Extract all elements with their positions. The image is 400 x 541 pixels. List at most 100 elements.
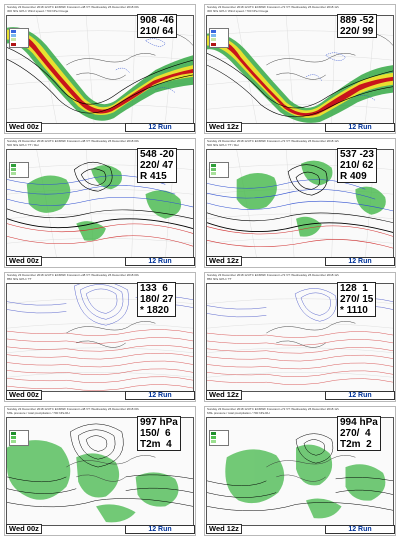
panel-header: Sunday 23 December 2018 12UTC ECMWF Fore… (207, 274, 339, 281)
header-line: Sunday 23 December 2018 12UTC ECMWF Fore… (7, 274, 139, 277)
header-line: Sunday 23 December 2018 12UTC ECMWF Fore… (7, 140, 139, 143)
valid-time-label: Wed 12z (206, 524, 242, 534)
legend-entry (10, 42, 28, 46)
map-legend (209, 162, 229, 178)
panel-header: Sunday 23 December 2018 12UTC ECMWF Fore… (7, 274, 139, 281)
legend-entry (10, 164, 28, 168)
point-values-box: 997 hPa 150/ 6 T2m 4 (137, 416, 181, 451)
run-label: 12 Run (325, 391, 395, 400)
jet-core-band (210, 37, 393, 117)
value-line: 210/ 62 (340, 160, 374, 171)
legend-entry (10, 34, 28, 38)
header-line: 500 hPa GPH / TT / Rel (7, 142, 39, 147)
value-line: 150/ 6 (140, 428, 171, 439)
panel-850hpa-wed-12z: Sunday 23 December 2018 12UTC ECMWF Fore… (204, 272, 396, 402)
value-line: 548 -20 (140, 149, 174, 160)
value-line: T2m 4 (140, 439, 172, 450)
value-line: 994 hPa (340, 417, 378, 428)
value-line: 128 1 (340, 283, 368, 294)
legend-entry (10, 172, 28, 176)
jet-core-band (10, 31, 193, 114)
map-graphic (207, 16, 393, 123)
panel-header: Sunday 23 December 2018 12UTC ECMWF Fore… (207, 6, 339, 13)
valid-time-label: Wed 00z (6, 122, 42, 132)
panel-300hpa-wed-12z: Sunday 23 December 2018 12UTC ECMWF Fore… (204, 4, 396, 134)
forecast-map (6, 417, 194, 526)
cold-isotherms (7, 284, 193, 326)
header-line: Sunday 23 December 2018 12UTC ECMWF Fore… (7, 408, 139, 411)
panel-header: Sunday 23 December 2018 12UTC ECMWF Fore… (7, 408, 139, 415)
run-label: 12 Run (125, 123, 195, 132)
legend-entry (210, 42, 228, 46)
humidity-shading (7, 440, 179, 523)
geopotential-contours (207, 53, 393, 118)
valid-time-label: Wed 00z (6, 390, 42, 400)
legend-entry (210, 172, 228, 176)
header-line: Sunday 23 December 2018 12UTC ECMWF Fore… (207, 140, 339, 143)
coastlines (266, 455, 356, 482)
point-values-box: 548 -20 220/ 47 R 415 (137, 148, 177, 183)
run-label: 12 Run (125, 391, 195, 400)
point-values-box: 133 6 180/ 27 * 1820 (137, 282, 177, 317)
header-line: Sunday 23 December 2018 12UTC ECMWF Fore… (207, 408, 339, 411)
legend-entry (210, 436, 228, 440)
point-values-box: 537 -23 210/ 62 R 409 (337, 148, 377, 183)
value-line: R 409 (340, 171, 367, 182)
point-values-box: 994 hPa 270/ 4 T2m 2 (337, 416, 381, 451)
valid-time-label: Wed 00z (6, 524, 42, 534)
legend-entry (10, 168, 28, 172)
value-line: 537 -23 (340, 149, 374, 160)
panel-header: Sunday 23 December 2018 12UTC ECMWF Fore… (7, 6, 139, 13)
value-line: * 1110 (340, 305, 368, 316)
run-label: 12 Run (325, 257, 395, 266)
panel-500hpa-wed-00z: Sunday 23 December 2018 12UTC ECMWF Fore… (4, 138, 196, 268)
header-line: MSL pressure / total precipitation / 700… (207, 410, 270, 415)
coastlines (266, 321, 356, 348)
legend-entry (210, 38, 228, 42)
map-graphic (7, 423, 193, 523)
cold-isotherms (207, 288, 393, 322)
legend-entry (210, 168, 228, 172)
header-line: 500 hPa GPH / TT / Rel (207, 142, 239, 147)
point-values-box: 908 -46 210/ 64 (137, 14, 177, 38)
legend-entry (210, 30, 228, 34)
map-graphic (207, 150, 393, 257)
value-line: * 1820 (140, 305, 169, 316)
legend-entry (10, 30, 28, 34)
run-label: 12 Run (325, 525, 395, 534)
value-line: 220/ 47 (140, 160, 174, 171)
map-legend (9, 28, 29, 48)
warm-isotherms (207, 225, 393, 249)
legend-entry (10, 432, 28, 436)
panel-mslp-wed-00z: Sunday 23 December 2018 12UTC ECMWF Fore… (4, 406, 196, 536)
header-line: Sunday 23 December 2018 12UTC ECMWF Fore… (7, 6, 139, 9)
omega-contours (305, 52, 376, 101)
warm-isotherms (207, 331, 393, 385)
run-label: 12 Run (125, 257, 195, 266)
value-line: 908 -46 (140, 15, 174, 26)
run-label: 12 Run (325, 123, 395, 132)
value-line: 220/ 99 (340, 26, 374, 37)
panel-500hpa-wed-12z: Sunday 23 December 2018 12UTC ECMWF Fore… (204, 138, 396, 268)
panel-header: Sunday 23 December 2018 12UTC ECMWF Fore… (207, 408, 339, 415)
header-line: 850 hPa GPH / TT (207, 276, 232, 281)
value-line: 889 -52 (340, 15, 374, 26)
map-legend (9, 162, 29, 178)
run-label: 12 Run (125, 525, 195, 534)
valid-time-label: Wed 00z (6, 256, 42, 266)
value-line: 210/ 64 (140, 26, 174, 37)
header-line: Sunday 23 December 2018 12UTC ECMWF Fore… (207, 274, 339, 277)
coastlines (66, 321, 156, 348)
map-legend (209, 430, 229, 446)
header-line: 300 hPa GPH / Wind speed / 700 hPa Omega (7, 8, 69, 13)
coastlines (66, 455, 156, 482)
valid-time-label: Wed 12z (206, 256, 242, 266)
value-line: 270/ 15 (340, 294, 374, 305)
map-legend (9, 430, 29, 446)
map-graphic (207, 433, 393, 519)
geopotential-contours (7, 47, 193, 114)
value-line: 270/ 4 (340, 428, 371, 439)
value-line: 997 hPa (140, 417, 178, 428)
header-line: Sunday 23 December 2018 12UTC ECMWF Fore… (207, 6, 339, 9)
